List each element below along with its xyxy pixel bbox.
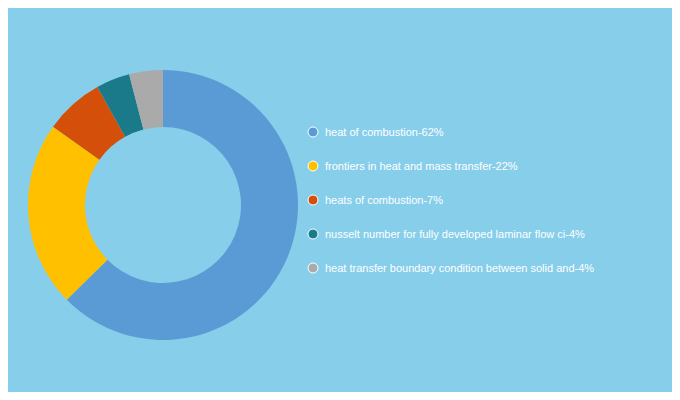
svg-text:heat transfer boundary conditi: heat transfer boundary condition between… <box>325 262 594 274</box>
svg-text:frontiers in heat and mass tra: frontiers in heat and mass transfer-22% <box>325 160 518 172</box>
svg-text:nusselt number for fully devel: nusselt number for fully developed lamin… <box>325 228 585 240</box>
svg-text:heats of combustion-7%: heats of combustion-7% <box>325 194 443 206</box>
svg-text:heat of combustion-62%: heat of combustion-62% <box>325 126 444 138</box>
